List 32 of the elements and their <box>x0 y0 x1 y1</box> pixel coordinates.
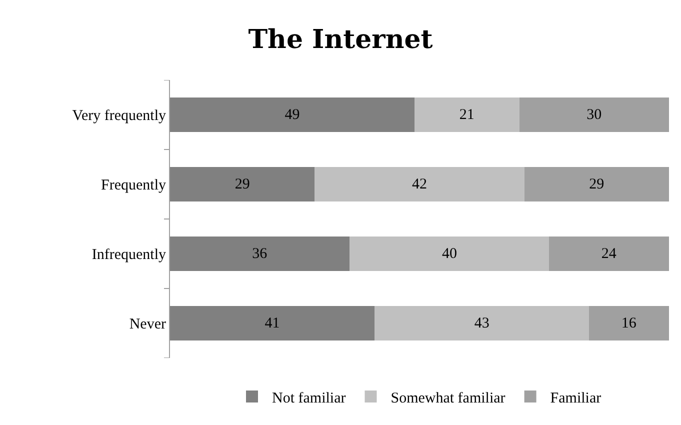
data-label: 41 <box>264 315 280 332</box>
y-tick-label: Never <box>129 316 166 332</box>
y-tick-label: Frequently <box>101 178 166 194</box>
data-label: 49 <box>284 106 300 123</box>
bar <box>170 306 375 341</box>
data-label: 36 <box>252 246 268 262</box>
legend-label: Somewhat familiar <box>390 390 506 406</box>
legend-label: Familiar <box>550 390 602 406</box>
bar <box>519 97 669 132</box>
bar <box>524 166 669 202</box>
data-label: 30 <box>586 106 602 123</box>
data-label: 29 <box>234 176 250 192</box>
bar <box>589 306 669 341</box>
data-label: 29 <box>589 176 604 192</box>
chart-title: The Internet <box>248 24 433 55</box>
data-label: 40 <box>442 246 457 262</box>
data-label: 43 <box>474 315 490 332</box>
bar <box>549 236 669 272</box>
data-label: 16 <box>621 315 637 332</box>
data-label: 24 <box>601 246 617 262</box>
bar <box>170 166 315 202</box>
legend-label: Not familiar <box>272 390 346 406</box>
bar <box>414 97 520 132</box>
data-label: 21 <box>459 106 474 123</box>
y-tick-label: Infrequently <box>92 247 166 263</box>
bar <box>170 236 350 272</box>
bar <box>314 166 524 202</box>
bar <box>374 306 590 341</box>
bar <box>350 236 550 272</box>
y-tick-label: Very frequently <box>72 108 166 124</box>
data-label: 42 <box>412 176 427 192</box>
bar <box>170 97 415 132</box>
